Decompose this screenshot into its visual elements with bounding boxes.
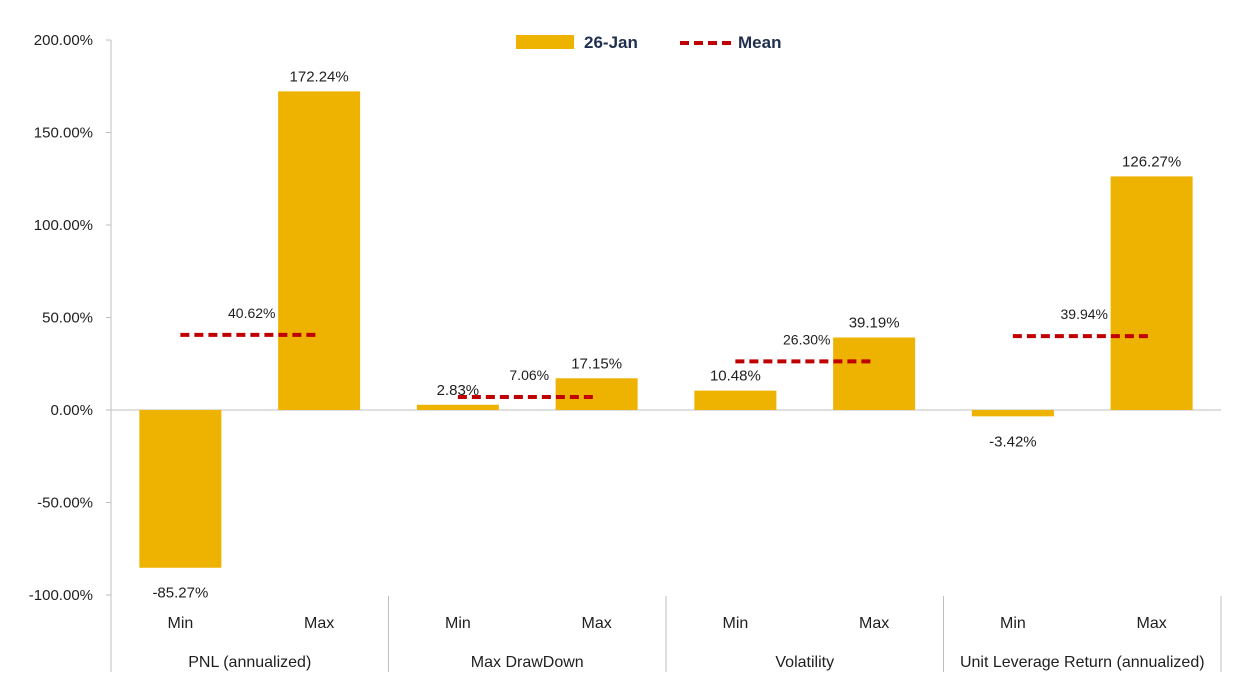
- category-label-min: Min: [1000, 615, 1026, 632]
- y-tick-label: 50.00%: [42, 310, 93, 327]
- group-label: Volatility: [775, 654, 834, 671]
- bar-max: [1110, 176, 1193, 410]
- bar-min: [139, 410, 222, 568]
- legend-label-mean: Mean: [738, 33, 781, 52]
- mean-label: 26.30%: [783, 331, 830, 347]
- y-tick-label: 150.00%: [34, 125, 93, 142]
- x-axis-labels: Min Max PNL (annualized) Min Max Max DrawDown…: [167, 615, 1204, 671]
- data-label-max: 126.27%: [1122, 153, 1181, 170]
- y-tick-label: 0.00%: [50, 402, 93, 419]
- group-separators: [388, 596, 1222, 672]
- data-label-min: -3.42%: [989, 433, 1037, 450]
- mean-label: 7.06%: [509, 367, 549, 383]
- y-tick-label: 200.00%: [34, 32, 93, 49]
- category-label-max: Max: [582, 615, 612, 632]
- category-label-max: Max: [304, 615, 334, 632]
- y-tick-label: -100.00%: [29, 587, 93, 604]
- data-label-max: 17.15%: [571, 355, 622, 372]
- bar-max: [555, 378, 638, 410]
- data-label-min: -85.27%: [152, 585, 208, 602]
- category-label-max: Max: [1137, 615, 1167, 632]
- category-label-min: Min: [445, 615, 471, 632]
- bar-max: [278, 91, 361, 410]
- data-label-max: 39.19%: [849, 314, 900, 331]
- group-label: Unit Leverage Return (annualized): [960, 654, 1205, 671]
- group-label: Max DrawDown: [471, 654, 584, 671]
- bars: [139, 91, 1193, 568]
- data-label-min: 10.48%: [710, 368, 761, 385]
- legend-label-26-jan: 26-Jan: [584, 33, 638, 52]
- bar-max: [833, 337, 916, 410]
- mean-label: 39.94%: [1061, 306, 1108, 322]
- y-tick-label: 100.00%: [34, 217, 93, 234]
- data-labels: -85.27% 172.24% 40.62% 2.83% 17.15% 7.06% 10.4…: [152, 68, 1181, 601]
- bar-min: [694, 390, 777, 410]
- data-label-max: 172.24%: [290, 68, 349, 85]
- axes: [110, 40, 1221, 672]
- data-label-min: 2.83%: [437, 382, 480, 399]
- category-label-min: Min: [722, 615, 748, 632]
- mean-lines: [180, 332, 1152, 399]
- bar-min: [971, 410, 1054, 417]
- y-axis-ticks: 200.00% 150.00% 100.00% 50.00% 0.00% -50.00% -…: [29, 32, 111, 604]
- bar-min: [416, 404, 499, 410]
- category-label-min: Min: [167, 615, 193, 632]
- y-tick-label: -50.00%: [37, 495, 93, 512]
- legend-swatch-26-jan: [516, 35, 574, 49]
- legend: 26-Jan Mean: [516, 33, 781, 52]
- mean-label: 40.62%: [228, 305, 275, 321]
- category-label-max: Max: [859, 615, 889, 632]
- group-label: PNL (annualized): [188, 654, 311, 671]
